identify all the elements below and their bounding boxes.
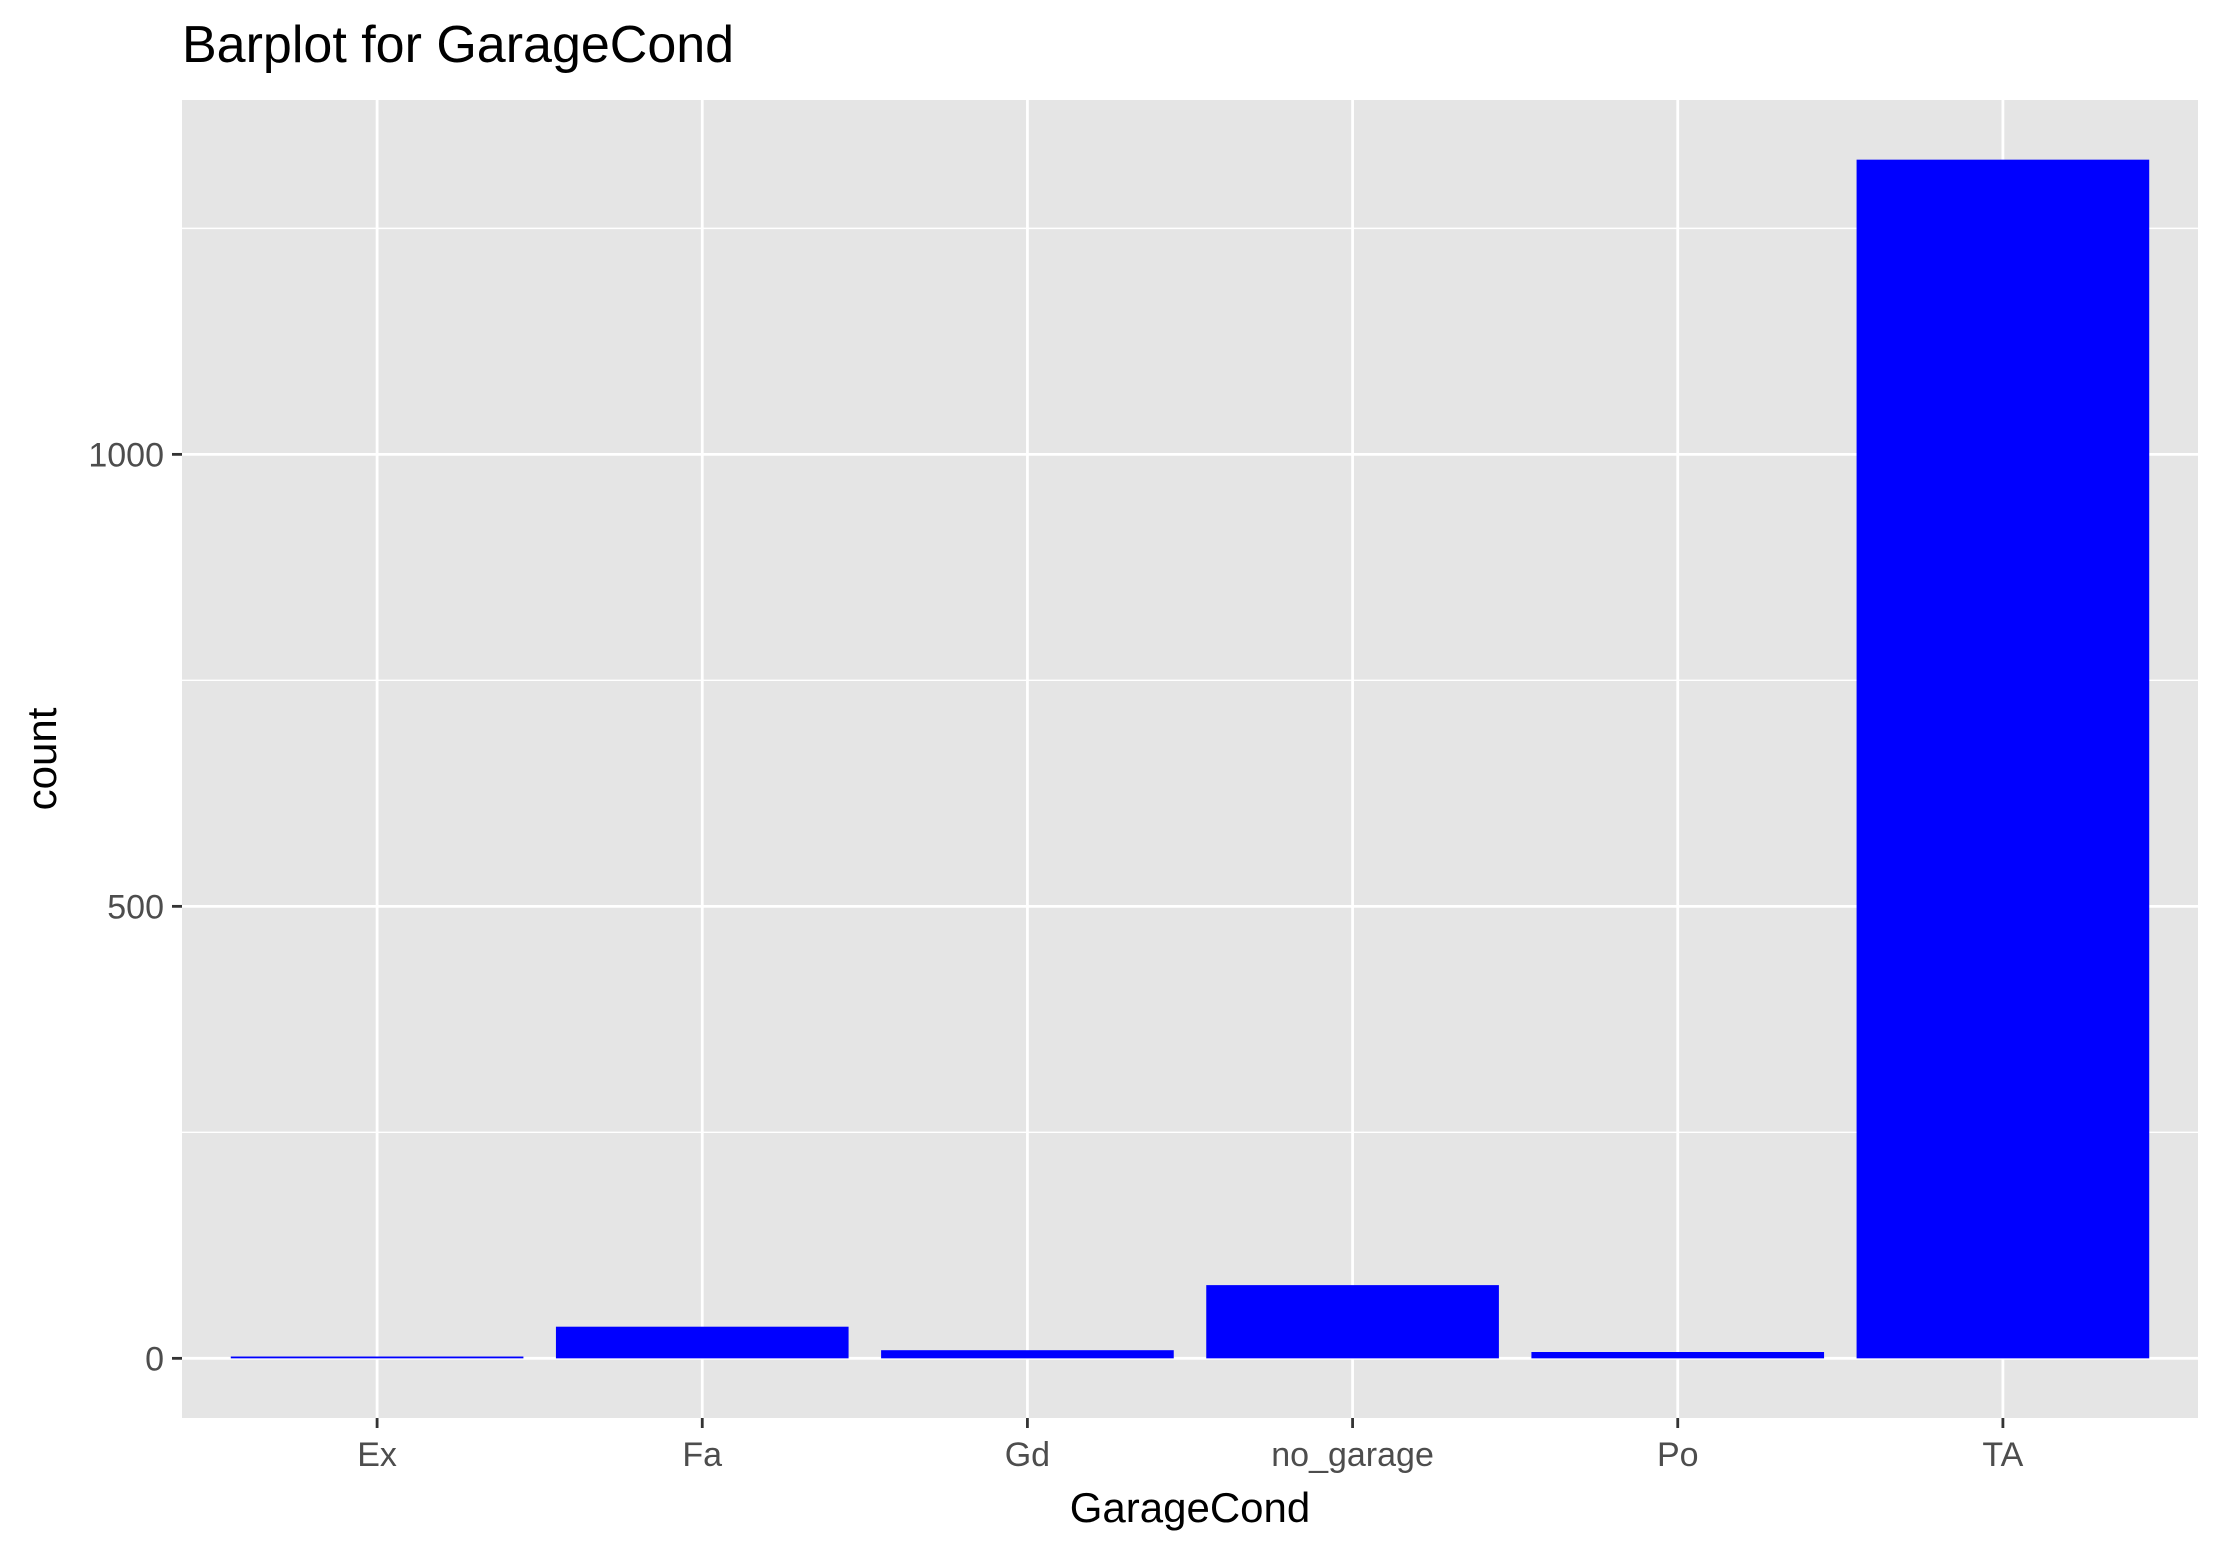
chart-title: Barplot for GarageCond	[182, 16, 734, 74]
x-tick-label: TA	[1982, 1436, 2023, 1474]
bar-ex	[230, 1356, 524, 1359]
bar-ta	[1856, 159, 2150, 1359]
y-axis-title: count	[18, 707, 65, 810]
x-tick-label: Gd	[1005, 1436, 1050, 1474]
x-tick-label: Ex	[357, 1436, 397, 1474]
x-axis-title: GarageCond	[1070, 1484, 1311, 1531]
bar-no-garage	[1206, 1285, 1499, 1359]
bar-gd	[881, 1350, 1174, 1359]
x-tick-label: Fa	[682, 1436, 722, 1474]
y-tick-label: 500	[107, 888, 164, 926]
y-tick-label: 0	[145, 1340, 164, 1378]
x-tick-label: Po	[1657, 1436, 1699, 1474]
x-tick-label: no_garage	[1271, 1436, 1434, 1474]
x-axis: Ex Fa Gd no_garage Po TA	[357, 1418, 2024, 1474]
bar-fa	[555, 1326, 849, 1359]
y-axis: 0 500 1000	[88, 436, 182, 1378]
bar-po	[1531, 1352, 1825, 1359]
y-tick-label: 1000	[88, 436, 164, 474]
bars	[230, 159, 2150, 1359]
